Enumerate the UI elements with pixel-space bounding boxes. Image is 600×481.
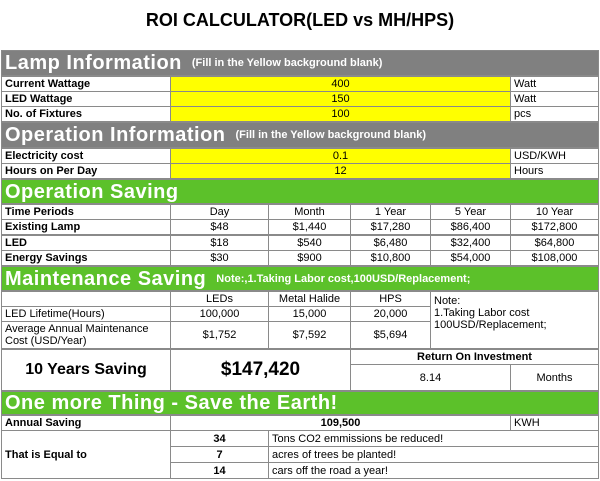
column-header: 5 Year: [430, 204, 511, 220]
equal-text: Tons CO2 emmissions be reduced!: [268, 430, 599, 447]
roi-value: 8.14: [350, 364, 511, 391]
cell-value: $18: [170, 234, 269, 251]
cell-value: $1,752: [170, 321, 269, 349]
cell-value: 20,000: [350, 306, 431, 322]
cell-value: $64,800: [510, 234, 599, 251]
unit: Watt: [510, 91, 599, 107]
note: Note: 1.Taking Labor cost 100USD/Replaceme…: [430, 291, 599, 349]
row-label: Annual Saving: [1, 415, 171, 431]
cell-value: $172,800: [510, 219, 599, 235]
note-line: Note:: [434, 295, 461, 307]
column-header: Month: [268, 204, 351, 220]
row-label: LED Wattage: [1, 91, 171, 107]
column-header: Day: [170, 204, 269, 220]
unit: Hours: [510, 163, 599, 179]
input-value: 12: [170, 163, 511, 179]
row-label: No. of Fixtures: [1, 106, 171, 122]
cell-value: $540: [268, 234, 351, 251]
input-value: 400: [170, 76, 511, 92]
cell-value: $900: [268, 250, 351, 266]
roi-label: Return On Investment: [350, 349, 599, 365]
section-note: Note:,1.Taking Labor cost,100USD/Replace…: [216, 272, 471, 285]
column-header: Metal Halide: [268, 291, 351, 307]
row-label: Energy Savings: [1, 250, 171, 266]
row-label: LED Lifetime(Hours): [1, 306, 171, 322]
equal-text: acres of trees be planted!: [268, 446, 599, 463]
cell-value: $7,592: [268, 321, 351, 349]
section-title: Lamp Information: [5, 52, 182, 74]
cell-value: $48: [170, 219, 269, 235]
summary-label: 10 Years Saving: [1, 349, 171, 391]
row-label: Current Wattage: [1, 76, 171, 92]
input-value: 100: [170, 106, 511, 122]
section-title: Operation Information: [5, 124, 226, 146]
unit: Watt: [510, 76, 599, 92]
roi-unit: Months: [510, 364, 599, 391]
column-header: 10 Year: [510, 204, 599, 220]
section-title: One more Thing - Save the Earth!: [5, 392, 338, 414]
input-value: 0.1: [170, 148, 511, 164]
row-label: Hours on Per Day: [1, 163, 171, 179]
section-title: Operation Saving: [5, 180, 179, 203]
section-note: (Fill in the Yellow background blank): [191, 57, 383, 69]
cell-value: $6,480: [350, 234, 431, 251]
cell-value: $54,000: [430, 250, 511, 266]
section-header: Operation Information (Fill in the Yellow…: [1, 122, 599, 148]
section-note: (Fill in the Yellow background blank): [235, 129, 427, 141]
summary-value: $147,420: [170, 349, 351, 391]
cell-value: 100,000: [170, 306, 269, 322]
cell: [1, 291, 171, 307]
cell-value: $108,000: [510, 250, 599, 266]
cell-value: $17,280: [350, 219, 431, 235]
row-label: Average Annual Maintenance Cost (USD/Yea…: [1, 321, 171, 349]
equal-value: 7: [170, 446, 269, 463]
equal-text: cars off the road a year!: [268, 462, 599, 479]
cell-value: 15,000: [268, 306, 351, 322]
title: ROI CALCULATOR(LED vs MH/HPS): [145, 10, 455, 30]
row-label: LED: [1, 234, 171, 251]
column-header: 1 Year: [350, 204, 431, 220]
column-header: HPS: [350, 291, 431, 307]
cell-value: $10,800: [350, 250, 431, 266]
column-header: LEDs: [170, 291, 269, 307]
cell-value: $86,400: [430, 219, 511, 235]
cell-value: $32,400: [430, 234, 511, 251]
cell-value: $1,440: [268, 219, 351, 235]
annual-value: 109,500: [170, 415, 511, 431]
note-line: 1.Taking Labor cost: [434, 307, 530, 319]
column-header: Time Periods: [1, 204, 171, 220]
section-header: Maintenance Saving Note:,1.Taking Labor c…: [1, 266, 599, 291]
row-label: Electricity cost: [1, 148, 171, 164]
unit: KWH: [510, 415, 599, 431]
section-header: One more Thing - Save the Earth!: [1, 391, 599, 415]
unit: pcs: [510, 106, 599, 122]
note-line: 100USD/Replacement;: [434, 319, 547, 331]
cell-value: $30: [170, 250, 269, 266]
cell-value: $5,694: [350, 321, 431, 349]
section-header: Lamp Information (Fill in the Yellow back…: [1, 50, 599, 76]
equal-value: 14: [170, 462, 269, 479]
row-label: That is Equal to: [1, 430, 171, 479]
section-header: Operation Saving: [1, 179, 599, 204]
section-title: Maintenance Saving: [5, 267, 207, 290]
unit: USD/KWH: [510, 148, 599, 164]
row-label: Existing Lamp: [1, 219, 171, 235]
equal-value: 34: [170, 430, 269, 447]
input-value: 150: [170, 91, 511, 107]
